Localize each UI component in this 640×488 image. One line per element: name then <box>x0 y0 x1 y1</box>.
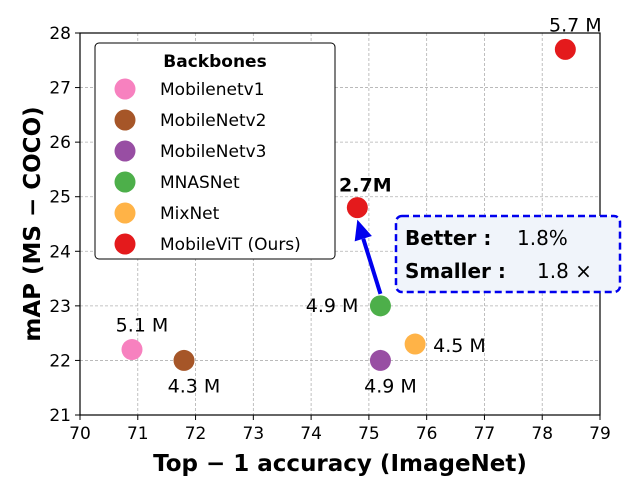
legend-marker <box>114 171 136 193</box>
annotation-box <box>394 214 622 294</box>
point-labels: 5.1 M 4.3 M 4.9 M 4.9 M 4.5 M 5.7 M 2.7M <box>116 14 602 397</box>
data-label: 4.5 M <box>433 335 486 357</box>
data-point <box>369 295 391 317</box>
x-axis-title: Top − 1 accuracy (ImageNet) <box>153 451 527 477</box>
x-tick-label: 78 <box>531 424 553 444</box>
y-tick-label: 26 <box>49 133 71 153</box>
legend-label: MixNet <box>160 204 220 224</box>
improvement-arrow <box>361 238 383 295</box>
data-point <box>404 333 426 355</box>
y-tick-label: 23 <box>49 297 71 317</box>
x-tick-label: 77 <box>474 424 496 444</box>
data-label: 2.7M <box>339 175 392 197</box>
y-axis-title: mAP (MS − COCO) <box>20 106 46 341</box>
y-tick-label: 24 <box>49 242 71 262</box>
legend: Backbones Mobilenetv1 MobileNetv2 MobileNe… <box>94 42 336 260</box>
data-label: 5.1 M <box>116 315 169 337</box>
x-tick-label: 72 <box>185 424 207 444</box>
legend-label: MobileNetv2 <box>160 111 266 131</box>
annotation-smaller-label: Smaller : <box>405 259 506 283</box>
y-tick-label: 25 <box>49 188 71 208</box>
improvement-arrow-head <box>354 219 372 242</box>
axis-ticks: 70 71 72 73 74 75 76 77 78 79 21 22 23 24 25 26 27 28 <box>49 24 610 444</box>
legend-marker <box>114 109 136 131</box>
legend-label: MobileViT (Ours) <box>160 235 301 255</box>
x-tick-label: 79 <box>589 424 611 444</box>
y-tick-label: 22 <box>49 351 71 371</box>
data-point <box>173 349 195 371</box>
legend-title: Backbones <box>163 52 266 72</box>
annotation-better-value: 1.8% <box>517 226 568 250</box>
data-point <box>121 339 143 361</box>
x-tick-label: 76 <box>416 424 438 444</box>
y-tick-label: 28 <box>49 24 71 44</box>
x-tick-label: 73 <box>243 424 265 444</box>
data-points <box>121 38 576 371</box>
data-point <box>369 349 391 371</box>
x-tick-label: 75 <box>358 424 380 444</box>
data-label: 5.7 M <box>549 14 602 36</box>
x-tick-label: 70 <box>69 424 91 444</box>
y-tick-label: 27 <box>49 79 71 99</box>
data-label: 4.9 M <box>306 295 359 317</box>
data-label: 4.9 M <box>364 375 417 397</box>
legend-marker <box>114 78 136 100</box>
legend-marker <box>114 140 136 162</box>
legend-label: MobileNetv3 <box>160 142 266 162</box>
x-tick-label: 71 <box>127 424 149 444</box>
legend-box <box>94 42 336 260</box>
y-tick-label: 21 <box>49 406 71 426</box>
x-tick-label: 74 <box>300 424 322 444</box>
data-point <box>554 38 576 60</box>
annotation-smaller-value: 1.8 × <box>537 259 592 283</box>
legend-marker <box>114 233 136 255</box>
legend-marker <box>114 202 136 224</box>
annotation-better-label: Better : <box>405 226 491 250</box>
data-label: 4.3 M <box>168 375 221 397</box>
legend-label: Mobilenetv1 <box>160 80 265 100</box>
legend-label: MNASNet <box>160 173 240 193</box>
data-point <box>346 197 368 219</box>
improvement-annotation: Better : 1.8% Smaller : 1.8 × <box>394 214 622 294</box>
legend-entries: Mobilenetv1 MobileNetv2 MobileNetv3 MNASNet… <box>114 78 301 255</box>
